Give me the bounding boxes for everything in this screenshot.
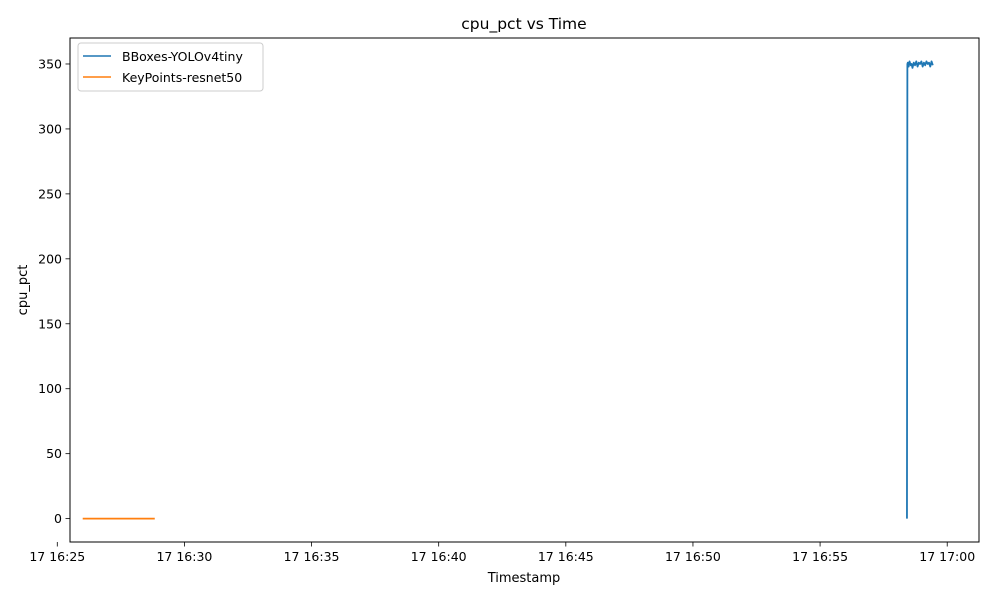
- x-tick-label: 17 16:30: [156, 549, 212, 564]
- y-axis: 0 50 100 150 200 250 300 350: [38, 56, 70, 526]
- y-tick-label: 150: [38, 316, 62, 331]
- x-tick-label: 17 16:45: [538, 549, 594, 564]
- x-tick-label: 17 16:50: [665, 549, 721, 564]
- series-line-bboxes-yolov4tiny: [906, 60, 934, 519]
- x-tick-label: 17 16:25: [29, 549, 85, 564]
- x-axis: 17 16:25 17 16:30 17 16:35 17 16:40 17 16:45…: [29, 542, 975, 564]
- y-tick-label: 0: [54, 511, 62, 526]
- x-tick-label: 17 16:35: [284, 549, 340, 564]
- y-tick-label: 350: [38, 56, 62, 71]
- y-tick-label: 200: [38, 251, 62, 266]
- x-axis-label: Timestamp: [487, 571, 561, 586]
- legend-box: [77, 42, 264, 92]
- legend-entry-bboxes: BBoxes-YOLOv4tiny: [122, 49, 243, 64]
- legend: BBoxes-YOLOv4tiny KeyPoints-resnet50: [77, 42, 264, 92]
- y-tick-label: 300: [38, 121, 62, 136]
- legend-entry-keypoints: KeyPoints-resnet50: [122, 70, 242, 85]
- y-tick-label: 50: [46, 446, 62, 461]
- chart-title: cpu_pct vs Time: [461, 15, 586, 34]
- plot-frame: [69, 37, 980, 543]
- y-tick-label: 250: [38, 186, 62, 201]
- x-tick-label: 17 16:40: [411, 549, 467, 564]
- x-tick-label: 17 16:55: [792, 549, 848, 564]
- series-layer: [82, 60, 934, 520]
- x-tick-label: 17 17:00: [919, 549, 975, 564]
- y-tick-label: 100: [38, 381, 62, 396]
- y-axis-label: cpu_pct: [16, 265, 31, 316]
